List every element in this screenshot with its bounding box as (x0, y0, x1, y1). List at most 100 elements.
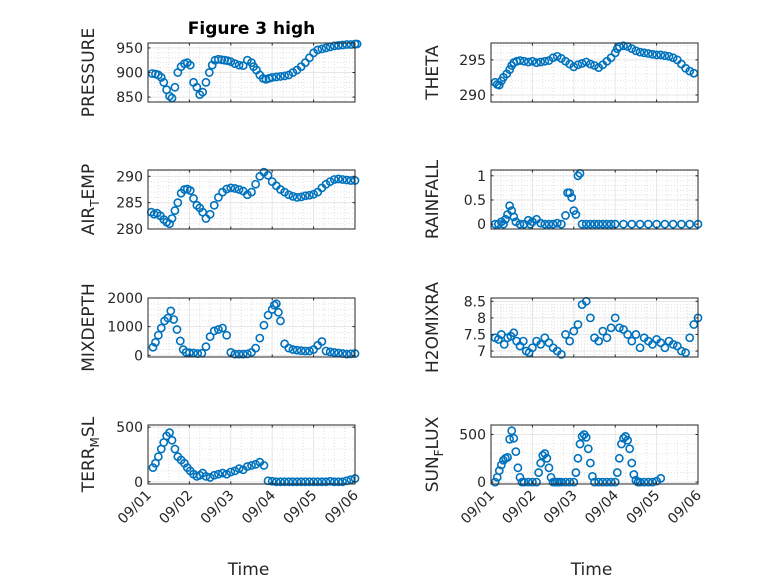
data-point (288, 345, 298, 354)
data-point (635, 477, 645, 487)
data-point (565, 188, 575, 198)
data-point (156, 73, 166, 82)
data-point (334, 477, 343, 487)
y-axis-label-base: SUN (423, 456, 443, 492)
data-point (561, 477, 570, 487)
data-point (276, 316, 285, 326)
data-point (561, 330, 570, 339)
data-point (267, 73, 277, 82)
axes-box (490, 424, 699, 485)
panel-1: 290 295 THETA (423, 41, 699, 104)
data-point (643, 49, 653, 58)
data-point (614, 453, 624, 463)
y-axis-label: SUNFLUX (423, 416, 446, 492)
y-tick-label: 950 (116, 41, 143, 57)
data-point (167, 435, 177, 445)
data-point (594, 219, 604, 229)
data-point (238, 61, 248, 71)
data-point (590, 61, 599, 70)
data-point (251, 179, 261, 189)
data-point (623, 435, 633, 445)
data-point (540, 219, 550, 229)
data-point (523, 57, 533, 67)
data-point (525, 219, 535, 229)
data-point (205, 209, 215, 219)
data-point (581, 219, 591, 229)
panel-3: 0 0.5 1 RAINFALL (423, 159, 703, 239)
y-tick-label: 280 (116, 222, 143, 238)
data-point (165, 428, 174, 438)
data-point (329, 348, 339, 357)
y-tick-label: 900 (116, 66, 143, 82)
data-point (635, 343, 645, 353)
x-axis-label: Time (570, 560, 613, 580)
data-point (163, 313, 173, 323)
data-point (523, 477, 533, 487)
data-point (305, 477, 314, 487)
data-point (614, 323, 624, 333)
y-axis-label: H2OMIXRA (423, 282, 443, 373)
data-point (292, 192, 302, 202)
data-point (234, 464, 244, 474)
data-point (226, 57, 236, 67)
y-axis-label-rest: SL (79, 416, 99, 437)
data-point (598, 219, 608, 229)
data-point (612, 468, 622, 477)
data-point (610, 477, 620, 487)
data-point (625, 444, 635, 454)
data-point (338, 40, 347, 50)
data-point (317, 477, 327, 487)
data-point (226, 183, 236, 193)
y-tick-label: 1000 (107, 320, 143, 336)
data-point (652, 50, 661, 60)
data-point (159, 77, 169, 87)
data-point (548, 53, 558, 63)
data-point (660, 219, 670, 229)
data-point (185, 60, 195, 70)
data-point (192, 82, 202, 92)
data-point (334, 174, 343, 184)
data-point (643, 219, 653, 229)
data-point (296, 477, 306, 487)
data-point (660, 343, 670, 353)
data-point (346, 40, 356, 49)
data-point (594, 477, 604, 487)
data-point (664, 51, 674, 61)
data-point (300, 346, 310, 356)
data-point (639, 48, 649, 58)
data-point (619, 41, 628, 51)
axes-box (147, 297, 356, 358)
data-point (325, 476, 335, 486)
data-point (499, 219, 508, 229)
data-point (209, 326, 219, 336)
data-point (660, 51, 670, 61)
data-point (689, 68, 699, 78)
data-point (218, 468, 227, 478)
data-point (296, 192, 306, 202)
data-point (276, 477, 285, 487)
data-point (569, 477, 579, 487)
data-point (234, 185, 244, 194)
data-point (590, 477, 599, 487)
data-point (300, 191, 310, 201)
data-point (213, 325, 223, 334)
series-markers (148, 299, 360, 359)
data-point (496, 460, 506, 470)
data-point (588, 471, 597, 481)
data-point (292, 477, 302, 487)
data-point (346, 176, 356, 185)
y-axis-label-subscript: T (88, 199, 102, 208)
data-point (218, 323, 227, 333)
data-point (172, 325, 182, 334)
data-point (170, 444, 180, 454)
data-point (325, 177, 335, 186)
series-markers (490, 41, 699, 90)
data-point (635, 47, 645, 57)
panel-2: 280 285 290 AIRTEMP (79, 164, 360, 238)
data-point (581, 432, 591, 442)
data-point (499, 340, 509, 349)
y-axis-label-subscript: M (88, 437, 102, 447)
data-point (635, 219, 645, 229)
data-point (668, 53, 678, 63)
data-point (173, 198, 183, 208)
